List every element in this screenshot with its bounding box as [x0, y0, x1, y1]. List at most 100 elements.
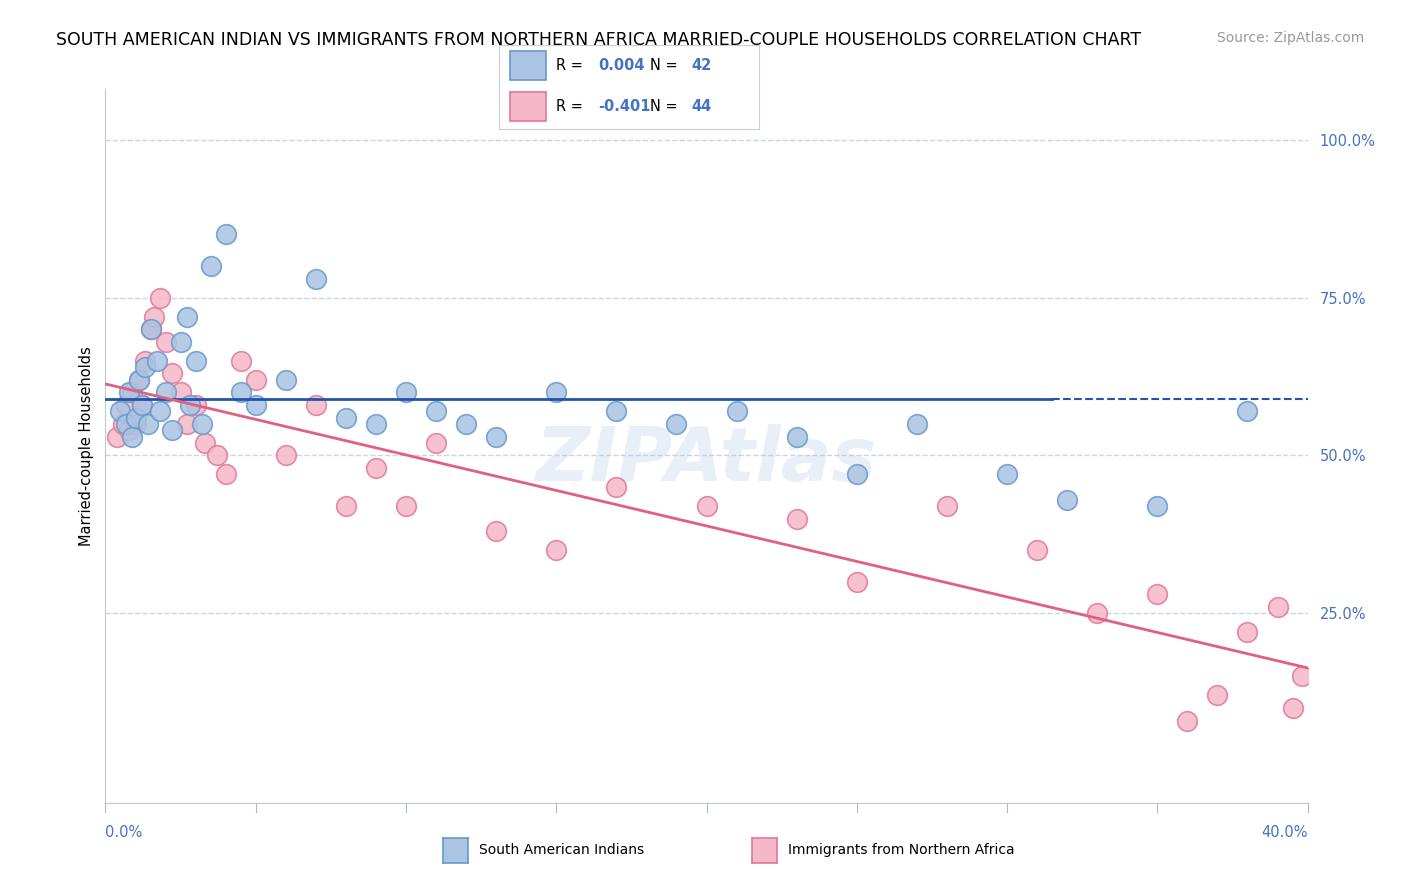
Point [134, 353, 156, 368]
Point [845, 467, 868, 482]
Text: R =: R = [557, 99, 583, 114]
Point [145, 353, 167, 368]
Text: 44: 44 [692, 99, 711, 114]
Point [696, 499, 718, 513]
Point [245, 373, 267, 387]
Text: SOUTH AMERICAN INDIAN VS IMMIGRANTS FROM NORTHERN AFRICA MARRIED-COUPLE HOUSEHOL: SOUTH AMERICAN INDIAN VS IMMIGRANTS FROM… [56, 31, 1142, 49]
Point [115, 417, 138, 431]
Point [546, 543, 568, 558]
Point [425, 435, 447, 450]
Point [134, 360, 156, 375]
Text: N =: N = [650, 99, 678, 114]
Point [169, 385, 191, 400]
Point [124, 417, 146, 431]
Bar [509, 52, 546, 80]
Point [1056, 492, 1078, 507]
Point [131, 398, 153, 412]
Point [1236, 625, 1258, 640]
Point [274, 449, 297, 463]
Point [200, 259, 222, 273]
Point [786, 429, 808, 443]
Point [112, 417, 135, 431]
Point [142, 310, 165, 324]
Point [1085, 607, 1108, 621]
Point [176, 310, 198, 324]
Point [1267, 600, 1289, 615]
Point [179, 398, 201, 412]
Point [1206, 689, 1229, 703]
Point [110, 404, 132, 418]
Point [454, 417, 477, 431]
Point [124, 410, 146, 425]
Point [845, 574, 868, 589]
Point [1291, 669, 1313, 683]
Point [335, 410, 357, 425]
Point [1146, 499, 1168, 513]
Text: 40.0%: 40.0% [1261, 825, 1308, 840]
Point [1146, 587, 1168, 601]
Point [725, 404, 748, 418]
Point [107, 429, 129, 443]
Point [425, 404, 447, 418]
Point [786, 511, 808, 525]
Point [995, 467, 1018, 482]
Point [305, 398, 328, 412]
Point [169, 334, 191, 349]
Point [1026, 543, 1049, 558]
Point [118, 385, 141, 400]
Point [190, 417, 212, 431]
Point [274, 373, 297, 387]
Point [131, 398, 153, 412]
Point [194, 435, 217, 450]
Text: N =: N = [650, 58, 678, 73]
Y-axis label: Married-couple Households: Married-couple Households [79, 346, 94, 546]
Point [184, 353, 207, 368]
Point [115, 398, 138, 412]
Point [139, 322, 162, 336]
Point [128, 373, 150, 387]
Point [485, 524, 508, 539]
Text: R =: R = [557, 58, 583, 73]
Point [1281, 701, 1303, 715]
Point [395, 499, 418, 513]
Point [148, 404, 170, 418]
Text: 42: 42 [692, 58, 711, 73]
Text: 0.0%: 0.0% [105, 825, 142, 840]
Point [155, 334, 177, 349]
Text: 0.004: 0.004 [598, 58, 644, 73]
Point [1236, 404, 1258, 418]
Point [184, 398, 207, 412]
Text: South American Indians: South American Indians [479, 843, 644, 857]
Point [229, 385, 252, 400]
Text: ZIPAtlas: ZIPAtlas [536, 424, 877, 497]
Point [335, 499, 357, 513]
Point [214, 467, 236, 482]
Point [245, 398, 267, 412]
Point [121, 429, 143, 443]
Point [665, 417, 688, 431]
Point [364, 417, 387, 431]
Point [605, 480, 627, 494]
Point [905, 417, 928, 431]
Point [229, 353, 252, 368]
Point [136, 417, 159, 431]
Point [605, 404, 627, 418]
Point [160, 423, 183, 437]
Point [305, 271, 328, 285]
Point [395, 385, 418, 400]
Text: -0.401: -0.401 [598, 99, 651, 114]
Point [118, 423, 141, 437]
Point [546, 385, 568, 400]
Point [160, 367, 183, 381]
Point [139, 322, 162, 336]
Bar [509, 92, 546, 120]
Point [128, 373, 150, 387]
Text: Source: ZipAtlas.com: Source: ZipAtlas.com [1216, 31, 1364, 45]
Point [176, 417, 198, 431]
Point [205, 449, 228, 463]
Point [214, 227, 236, 242]
Point [155, 385, 177, 400]
Point [121, 385, 143, 400]
Point [1175, 714, 1198, 728]
Text: Immigrants from Northern Africa: Immigrants from Northern Africa [789, 843, 1015, 857]
